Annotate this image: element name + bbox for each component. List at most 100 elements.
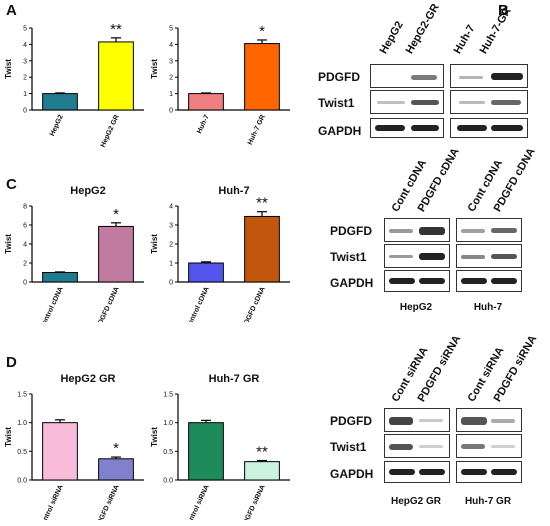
bar	[188, 422, 224, 481]
blot-box	[456, 434, 522, 458]
y-tick-label: 4	[23, 242, 27, 249]
y-tick-label: 1.0	[163, 420, 173, 427]
bar	[244, 461, 280, 481]
category-label: PDGFD cDNA	[95, 286, 121, 322]
y-axis-label: Twist	[150, 234, 159, 254]
blot-box	[370, 64, 444, 88]
bar-chart-d-huh7gr: Huh-7 GR Twist 0.0 0.5 1.0 1.5 Control siRNA **…	[150, 373, 290, 520]
blot-box	[370, 90, 444, 114]
blot-box	[456, 408, 522, 432]
chart-title: Huh-7	[218, 185, 249, 197]
y-axis-label: Twist	[4, 59, 13, 79]
panel-letter-a: A	[6, 2, 17, 19]
blot-box	[384, 244, 450, 268]
lane-header: Huh-7	[451, 23, 478, 56]
category-label: Control cDNA	[39, 286, 65, 322]
category-label: HepG2 GR	[100, 114, 121, 149]
blot-box	[450, 90, 528, 114]
lane-header: PDGFD cDNA	[415, 146, 462, 214]
panel-letter-b: B	[498, 2, 509, 19]
row-label: Twist1	[330, 440, 367, 454]
bar	[244, 215, 280, 283]
lane-header: PDGFD siRNA	[415, 333, 464, 404]
blot-box	[450, 64, 528, 88]
y-tick-label: 5	[169, 26, 173, 33]
blot-box	[370, 118, 444, 138]
blot-box	[384, 218, 450, 242]
lane-header: Huh-7-GR	[477, 5, 514, 57]
panel-letter-d: D	[6, 354, 17, 371]
bar-chart-c-hepg2: HepG2 Twist 0 2 4 6 8 Control cDNA * PDGFD cDNA	[4, 185, 144, 322]
category-label: PDGFD cDNA	[241, 286, 267, 322]
y-tick-label: 6	[23, 223, 27, 230]
bar	[42, 93, 78, 111]
y-axis-label: Twist	[150, 427, 159, 447]
bar	[98, 458, 134, 481]
chart-title: Huh-7 GR	[209, 373, 260, 385]
chart-title: HepG2 GR	[60, 373, 115, 385]
bar-chart-d-hepg2gr: HepG2 GR Twist 0.0 0.5 1.0 1.5 Control siRNA * P…	[4, 373, 144, 520]
row-label: Twist1	[318, 96, 355, 110]
lane-header: HepG2	[377, 19, 406, 56]
y-tick-label: 1.0	[17, 420, 27, 427]
blot-box	[456, 218, 522, 242]
row-label: PDGFD	[318, 70, 360, 84]
category-label: PDGFD siRNA	[94, 484, 120, 520]
y-tick-label: 2	[169, 242, 173, 249]
category-label: Control siRNA	[38, 484, 65, 520]
y-tick-label: 1.5	[163, 392, 173, 399]
blot-caption: HepG2 GR	[390, 496, 441, 507]
y-tick-label: 2	[169, 75, 173, 82]
bar	[188, 93, 224, 111]
y-tick-label: 3	[169, 58, 173, 65]
y-tick-label: 0	[23, 108, 27, 115]
y-axis-label: Twist	[4, 427, 13, 447]
bar	[98, 41, 134, 111]
bar	[244, 43, 280, 111]
bar-chart-c-huh7: Huh-7 Twist 0 1 2 3 4 Control cDNA ** PDGFD cDNA	[150, 185, 290, 322]
blot-box	[450, 118, 528, 138]
y-tick-label: 0.5	[163, 449, 173, 456]
blot-caption: HepG2	[399, 302, 433, 313]
blot-box	[384, 270, 450, 292]
y-tick-label: 4	[169, 204, 173, 211]
y-tick-label: 4	[169, 42, 173, 49]
bar	[98, 225, 134, 283]
bar-chart-a-hepg2: Twist 0 1 2 3 4 5 HepG2 ** HepG2 GR	[4, 21, 144, 149]
blot-box	[384, 434, 450, 458]
y-axis-label: Twist	[4, 234, 13, 254]
blot-box	[456, 461, 522, 483]
blot-caption: Huh-7	[473, 302, 503, 313]
panel-letter-c: C	[6, 176, 17, 193]
significance-marker: *	[259, 23, 265, 40]
bar	[42, 422, 78, 481]
y-tick-label: 0.0	[163, 478, 173, 485]
category-label: Huh-7	[196, 114, 211, 135]
significance-marker: *	[113, 206, 119, 223]
category-label: Huh-7 GR	[247, 114, 267, 146]
y-tick-label: 1.5	[17, 392, 27, 399]
y-tick-label: 8	[23, 204, 27, 211]
row-label: PDGFD	[330, 224, 372, 238]
row-label: GAPDH	[318, 124, 362, 138]
y-tick-label: 2	[23, 75, 27, 82]
blot-box	[456, 270, 522, 292]
significance-marker: *	[113, 440, 119, 457]
significance-marker: **	[110, 21, 122, 38]
row-label: GAPDH	[330, 467, 374, 481]
category-label: Control siRNA	[184, 484, 211, 520]
blot-box	[456, 244, 522, 268]
y-tick-label: 3	[23, 58, 27, 65]
y-tick-label: 1	[23, 91, 27, 98]
significance-marker: **	[256, 195, 268, 212]
y-axis-label: Twist	[150, 59, 159, 79]
y-tick-label: 0.0	[17, 478, 27, 485]
blot-box	[384, 408, 450, 432]
lane-header: HepG2-GR	[403, 1, 442, 57]
bar-chart-a-huh7: Twist 0 1 2 3 4 5 Huh-7 * Huh-7 GR	[150, 23, 290, 146]
y-tick-label: 0	[169, 108, 173, 115]
category-label: PDGFD siRNA	[240, 484, 266, 520]
y-tick-label: 3	[169, 223, 173, 230]
row-label: PDGFD	[330, 414, 372, 428]
significance-marker: **	[256, 444, 268, 461]
